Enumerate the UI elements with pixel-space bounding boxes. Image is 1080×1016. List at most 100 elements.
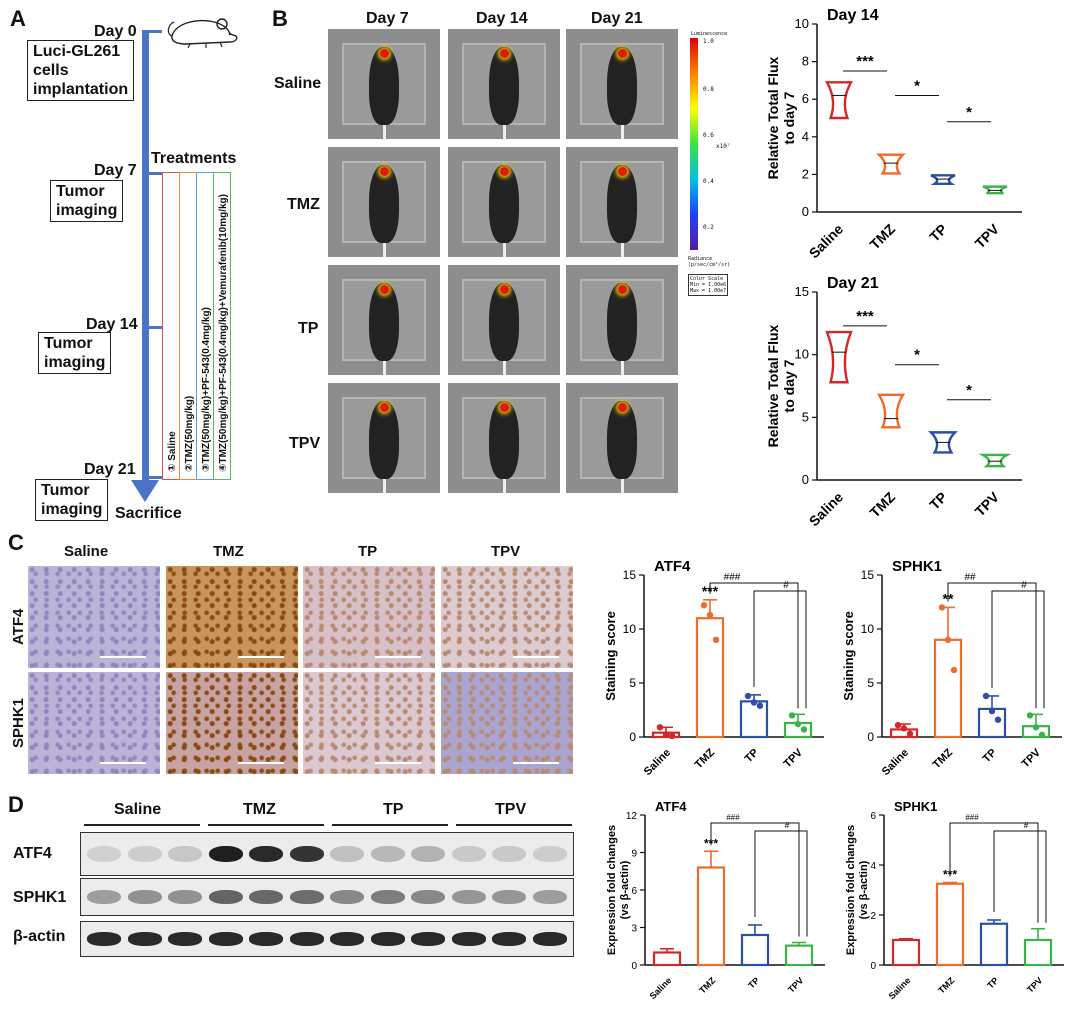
tumor-signal	[499, 167, 509, 176]
bar-tmz	[695, 617, 725, 739]
bar-saline	[891, 938, 921, 967]
blot-band	[370, 845, 405, 863]
tumor-imaging-box-day7: Tumor imaging	[50, 180, 124, 222]
mouse-silhouette	[607, 165, 637, 243]
blot-band	[532, 845, 567, 863]
panel-d-letter: D	[8, 792, 24, 817]
bar-tp	[740, 933, 770, 967]
d-group-saline: Saline	[114, 801, 162, 818]
blot-band	[87, 932, 121, 946]
x-tick-label: TMZ	[866, 488, 898, 520]
chart-title: Day 14	[827, 7, 879, 24]
y-tick-label: 0	[802, 472, 809, 487]
ihc-image-atf4-saline	[28, 566, 160, 668]
data-point	[800, 726, 808, 733]
data-point	[994, 716, 1002, 723]
x-tick-label: Saline	[887, 975, 913, 1001]
data-point	[712, 636, 720, 643]
y-tick-label: 0	[629, 730, 636, 744]
x-tick-label: TPV	[786, 975, 805, 994]
blot-band	[451, 889, 486, 905]
bli-image-tp-day14	[448, 265, 560, 375]
comparison-bracket	[754, 830, 808, 937]
y-tick-label: 0	[631, 961, 637, 972]
scale-bar	[375, 656, 421, 658]
implant-line-3: implantation	[33, 81, 129, 98]
blot-band	[370, 932, 405, 946]
bar-tpv	[1023, 938, 1053, 967]
ihc-image-sphk1-saline	[28, 672, 160, 774]
timeline-tick-day7	[142, 172, 162, 175]
tumor-signal	[499, 285, 509, 294]
y-tick-label: 2	[870, 911, 876, 922]
data-point	[944, 636, 952, 643]
blot-band	[289, 845, 324, 863]
treatment-label-3: ③TMZ(50mg/kg)+PF-543(0.4mg/kg)	[201, 307, 212, 472]
blot-band	[532, 932, 567, 946]
implant-line-1: Luci-GL261	[33, 43, 121, 60]
data-point	[938, 604, 946, 611]
tumor-signal	[379, 403, 389, 412]
comparison-bracket	[710, 822, 800, 937]
comparison-bracket	[947, 582, 1037, 709]
mouse-tail	[502, 361, 506, 375]
mouse-tail	[502, 479, 506, 493]
d-row-sphk1: SPHK1	[13, 889, 67, 906]
sacrifice-label: Sacrifice	[115, 505, 182, 522]
row-saline: Saline	[274, 75, 322, 92]
y-tick-label: 10	[623, 622, 637, 636]
data-point	[988, 707, 996, 715]
blot-band	[127, 932, 162, 946]
x-tick-label: TPV	[1025, 975, 1044, 994]
data-point	[794, 720, 802, 728]
bar-tmz	[933, 638, 963, 739]
comparison-label: #	[1021, 580, 1027, 591]
data-point	[1038, 731, 1046, 739]
comparison-label: #	[1024, 821, 1029, 830]
color-scale-line-2: Min = 1.00e6	[690, 282, 727, 288]
data-point	[656, 724, 664, 731]
y-tick-label: 5	[867, 676, 874, 690]
scale-tick-1: 1.0	[703, 38, 714, 45]
x-tick-label: TMZ	[936, 975, 957, 996]
y-tick-label: 15	[795, 284, 809, 299]
ihc-image-atf4-tpv	[441, 566, 573, 668]
scale-exponent: x10⁷	[716, 143, 731, 150]
timeline-arrowhead	[131, 480, 159, 502]
violin-tpv	[982, 185, 1008, 195]
c-col-saline: Saline	[64, 543, 109, 560]
d-group-line-tp	[332, 824, 448, 826]
mouse-silhouette	[489, 47, 519, 125]
y-tick-label: 8	[802, 54, 809, 69]
x-tick-label: TP	[743, 747, 761, 765]
blot-sphk1	[80, 878, 574, 916]
comparison-label: ###	[724, 572, 741, 583]
blot-band	[411, 932, 445, 946]
significance-label: *	[966, 382, 972, 399]
comparison-label: ##	[964, 572, 976, 583]
blot-band	[289, 932, 324, 946]
y-axis-label: Staining score	[841, 611, 856, 701]
panel-c-letter: C	[8, 530, 24, 555]
blot-band	[208, 889, 243, 905]
day0-label: Day 0	[94, 23, 137, 40]
c-row-sphk1: SPHK1	[10, 698, 27, 748]
x-tick-label: TP	[981, 747, 999, 765]
comparison-label: #	[785, 821, 790, 830]
blot-band	[289, 889, 324, 905]
mouse-icon	[167, 18, 238, 49]
blot-band	[127, 889, 162, 905]
tumor-signal	[379, 167, 389, 176]
tumor-line-1: Tumor	[56, 183, 105, 200]
day14-label: Day 14	[86, 316, 138, 333]
bar-tp	[979, 922, 1009, 967]
c-row-atf4: ATF4	[10, 608, 27, 645]
bli-image-tp-day21	[566, 265, 678, 375]
y-tick-label: 4	[802, 129, 809, 144]
chart-title: SPHK1	[894, 799, 937, 814]
violin-saline	[825, 330, 853, 384]
mouse-silhouette	[489, 283, 519, 361]
significance-label: *	[914, 347, 920, 364]
x-tick-label: TPV	[972, 220, 1003, 251]
